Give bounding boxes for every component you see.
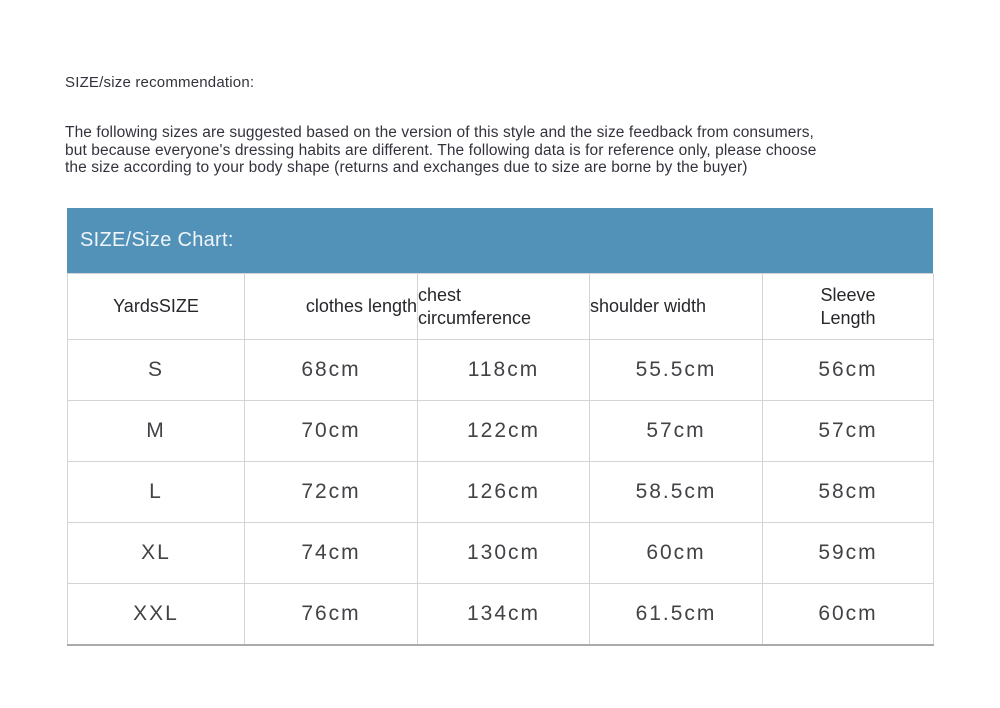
size-row-l: L 72cm 126cm 58.5cm 58cm — [67, 461, 934, 523]
shoulder-cell: 55.5cm — [589, 339, 763, 401]
sleeve-cell: 59cm — [762, 522, 934, 584]
size-row-xl: XL 74cm 130cm 60cm 59cm — [67, 522, 934, 584]
size-chart-title-bar: SIZE/Size Chart: — [67, 208, 933, 273]
size-cell: L — [67, 461, 245, 523]
size-chart-card: SIZE/Size Chart: YardsSIZE clothes lengt… — [67, 208, 934, 646]
sleeve-cell: 56cm — [762, 339, 934, 401]
size-chart-title: SIZE/Size Chart: — [80, 229, 234, 251]
shoulder-cell: 57cm — [589, 400, 763, 462]
size-row-m: M 70cm 122cm 57cm 57cm — [67, 400, 934, 462]
clothes-length-cell: 68cm — [244, 339, 418, 401]
sleeve-cell: 60cm — [762, 583, 934, 646]
column-header-size: YardsSIZE — [67, 273, 245, 340]
size-recommendation-heading: SIZE/size recommendation: — [65, 74, 255, 91]
intro-line: The following sizes are suggested based … — [65, 124, 814, 141]
sleeve-cell: 57cm — [762, 400, 934, 462]
shoulder-cell: 60cm — [589, 522, 763, 584]
size-cell: S — [67, 339, 245, 401]
size-row-xxl: XXL 76cm 134cm 61.5cm 60cm — [67, 583, 934, 646]
size-cell: XL — [67, 522, 245, 584]
column-header-chest-circumference: chest circumference — [417, 273, 590, 340]
column-header-shoulder-width: shoulder width — [589, 273, 763, 340]
column-header-clothes-length: clothes length — [244, 273, 418, 340]
intro-line: but because everyone's dressing habits a… — [65, 141, 817, 159]
chest-cell: 118cm — [417, 339, 590, 401]
size-recommendation-text: The following sizes are suggested based … — [65, 124, 816, 177]
clothes-length-cell: 72cm — [244, 461, 418, 523]
shoulder-cell: 58.5cm — [589, 461, 763, 523]
clothes-length-cell: 76cm — [244, 583, 418, 646]
size-chart-table: YardsSIZE clothes length chest circumfer… — [67, 273, 934, 646]
size-cell: XXL — [67, 583, 245, 646]
clothes-length-cell: 74cm — [244, 522, 418, 584]
shoulder-cell: 61.5cm — [589, 583, 763, 646]
chest-cell: 126cm — [417, 461, 590, 523]
intro-line: the size according to your body shape (r… — [65, 159, 748, 176]
chest-cell: 134cm — [417, 583, 590, 646]
size-cell: M — [67, 400, 245, 462]
clothes-length-cell: 70cm — [244, 400, 418, 462]
size-table-header-row: YardsSIZE clothes length chest circumfer… — [67, 273, 934, 340]
sleeve-cell: 58cm — [762, 461, 934, 523]
size-row-s: S 68cm 118cm 55.5cm 56cm — [67, 339, 934, 401]
chest-cell: 122cm — [417, 400, 590, 462]
chest-cell: 130cm — [417, 522, 590, 584]
column-header-sleeve-length: Sleeve Length — [762, 273, 934, 340]
